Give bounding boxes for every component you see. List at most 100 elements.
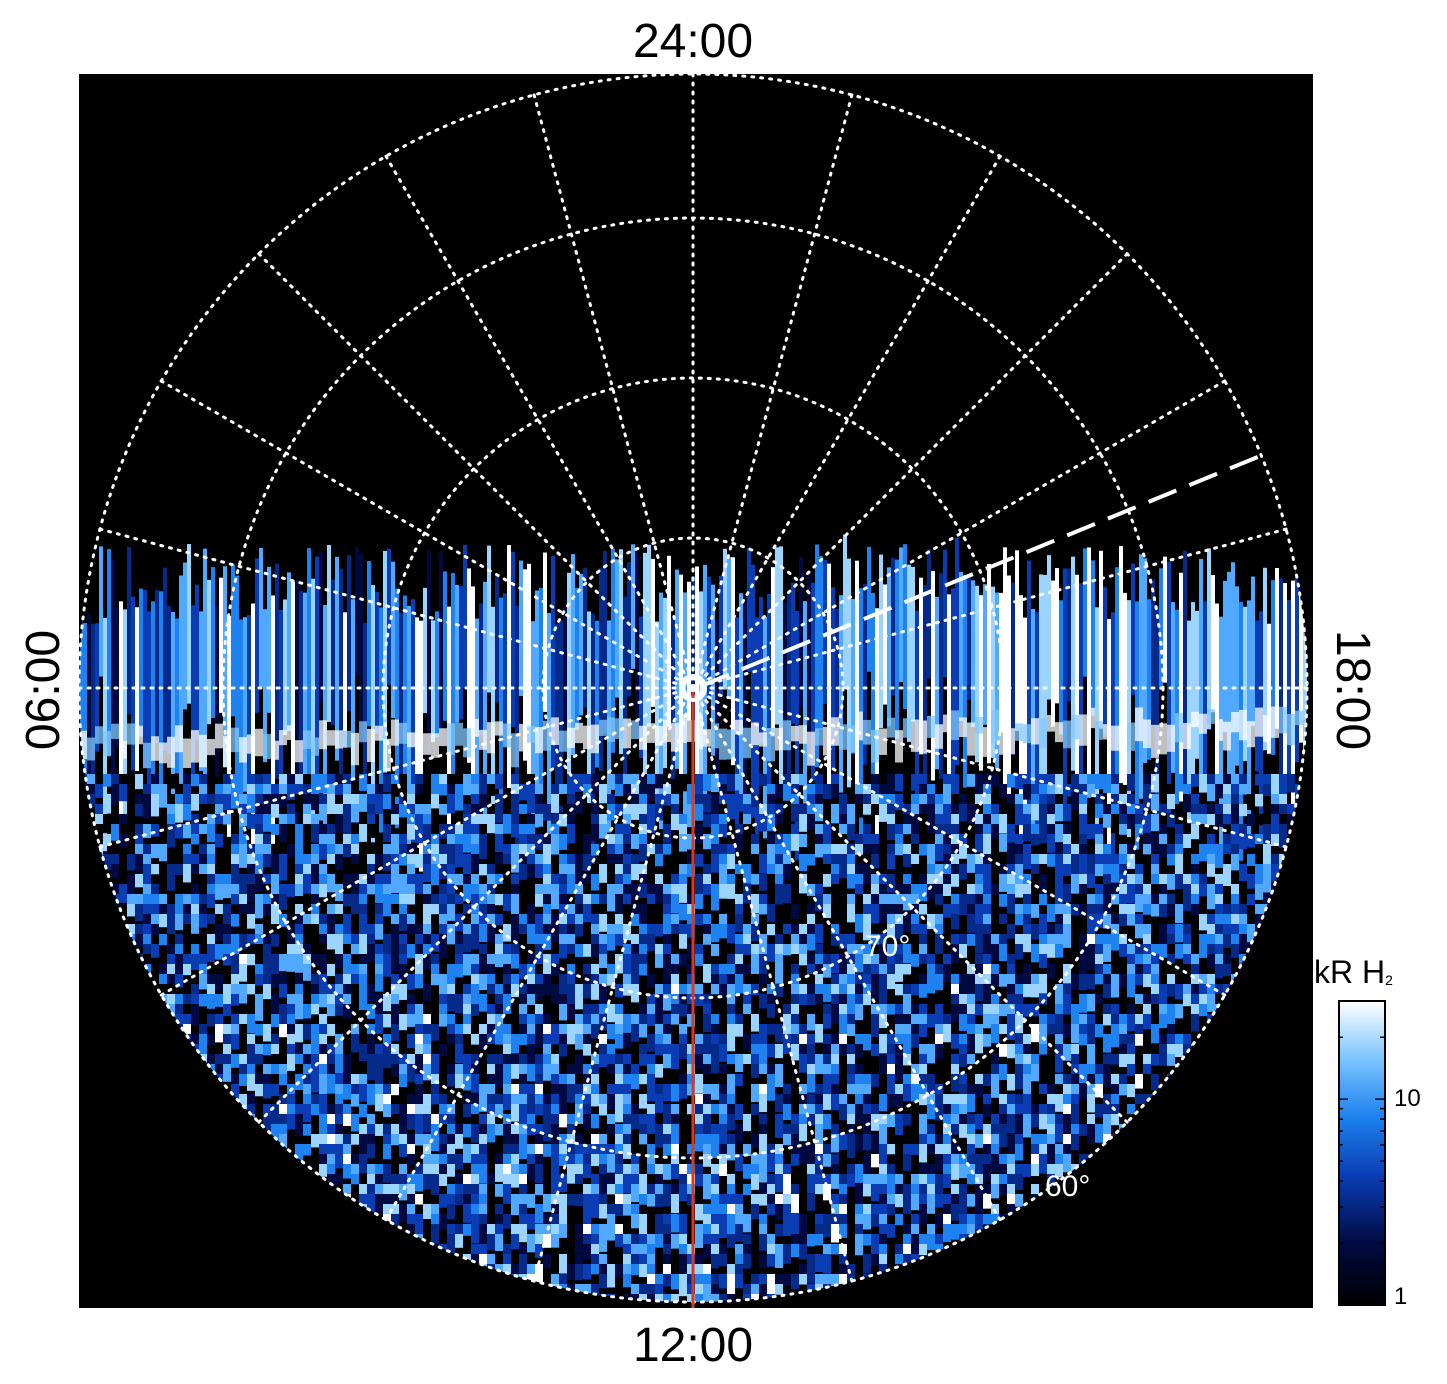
emission-pixel bbox=[1023, 1034, 1031, 1049]
emission-pixel bbox=[215, 824, 223, 838]
emission-pixel bbox=[431, 894, 439, 913]
emission-pixel bbox=[1015, 944, 1023, 960]
emission-pixel bbox=[511, 844, 519, 855]
emission-pixel bbox=[359, 934, 367, 954]
emission-pixel bbox=[879, 1064, 887, 1075]
emission-pixel bbox=[287, 1044, 295, 1063]
emission-pixel bbox=[447, 874, 455, 892]
emission-pixel bbox=[567, 914, 575, 926]
emission-pixel bbox=[807, 1114, 815, 1126]
emission-pixel bbox=[1263, 784, 1271, 797]
emission-pixel bbox=[495, 874, 503, 889]
emission-pixel bbox=[439, 1134, 447, 1151]
emission-pixel bbox=[431, 834, 439, 849]
emission-pixel bbox=[247, 884, 255, 902]
emission-pixel bbox=[775, 864, 783, 877]
emission-pixel bbox=[319, 864, 327, 884]
emission-pixel bbox=[975, 1164, 983, 1179]
emission-pixel bbox=[887, 964, 895, 975]
emission-pixel bbox=[615, 1024, 623, 1036]
emission-streak bbox=[343, 612, 347, 748]
emission-pixel bbox=[559, 904, 567, 920]
emission-pixel bbox=[887, 784, 895, 801]
emission-pixel bbox=[1223, 804, 1231, 822]
emission-pixel bbox=[807, 1094, 815, 1107]
emission-pixel bbox=[575, 1094, 583, 1107]
emission-pixel bbox=[687, 924, 695, 938]
emission-streak bbox=[1175, 609, 1179, 811]
emission-pixel bbox=[1231, 804, 1239, 822]
emission-pixel bbox=[271, 794, 279, 813]
emission-pixel bbox=[655, 1164, 663, 1177]
emission-pixel bbox=[791, 1004, 799, 1018]
emission-pixel bbox=[887, 954, 895, 967]
emission-streak bbox=[339, 568, 343, 782]
emission-pixel bbox=[527, 1044, 535, 1064]
emission-streak bbox=[771, 567, 775, 737]
emission-pixel bbox=[879, 1154, 887, 1170]
emission-pixel bbox=[1239, 834, 1247, 850]
emission-pixel bbox=[1079, 774, 1087, 793]
emission-streak bbox=[615, 559, 619, 698]
emission-pixel bbox=[1047, 804, 1055, 820]
emission-oval bbox=[591, 724, 599, 754]
emission-pixel bbox=[807, 1064, 815, 1082]
emission-pixel bbox=[159, 964, 167, 977]
emission-pixel bbox=[815, 894, 823, 912]
emission-pixel bbox=[439, 914, 447, 930]
emission-pixel bbox=[255, 954, 263, 966]
emission-pixel bbox=[607, 1174, 615, 1186]
emission-pixel bbox=[343, 894, 351, 907]
emission-pixel bbox=[255, 804, 263, 817]
emission-pixel bbox=[343, 844, 351, 858]
emission-pixel bbox=[199, 774, 207, 787]
emission-pixel bbox=[495, 1014, 503, 1026]
emission-pixel bbox=[1135, 894, 1143, 913]
emission-pixel bbox=[895, 984, 903, 996]
emission-oval bbox=[607, 717, 615, 742]
emission-pixel bbox=[999, 914, 1007, 929]
emission-pixel bbox=[1055, 894, 1063, 912]
emission-streak bbox=[643, 552, 647, 813]
emission-pixel bbox=[215, 874, 223, 893]
emission-pixel bbox=[991, 944, 999, 961]
emission-pixel bbox=[951, 854, 959, 870]
emission-pixel bbox=[607, 1074, 615, 1086]
emission-pixel bbox=[519, 1094, 527, 1110]
emission-pixel bbox=[727, 844, 735, 863]
emission-pixel bbox=[1031, 1004, 1039, 1017]
emission-pixel bbox=[991, 1144, 999, 1159]
emission-pixel bbox=[295, 954, 303, 973]
emission-pixel bbox=[767, 854, 775, 871]
emission-pixel bbox=[175, 894, 183, 905]
emission-pixel bbox=[207, 824, 215, 843]
emission-pixel bbox=[1015, 1164, 1023, 1176]
emission-pixel bbox=[823, 824, 831, 839]
emission-pixel bbox=[1015, 914, 1023, 926]
emission-pixel bbox=[407, 1154, 415, 1166]
emission-pixel bbox=[223, 1004, 231, 1017]
emission-pixel bbox=[215, 814, 223, 827]
emission-pixel bbox=[783, 1124, 791, 1136]
emission-pixel bbox=[375, 914, 383, 931]
emission-pixel bbox=[399, 914, 407, 932]
emission-pixel bbox=[911, 1174, 919, 1185]
emission-pixel bbox=[831, 1044, 839, 1064]
emission-pixel bbox=[935, 884, 943, 904]
emission-pixel bbox=[887, 974, 895, 990]
emission-pixel bbox=[511, 854, 519, 873]
emission-pixel bbox=[1039, 1114, 1047, 1130]
emission-streak bbox=[439, 552, 443, 745]
emission-pixel bbox=[1079, 1084, 1087, 1100]
emission-pixel bbox=[359, 884, 367, 898]
emission-streak bbox=[239, 619, 243, 849]
emission-pixel bbox=[1151, 874, 1159, 885]
emission-pixel bbox=[527, 974, 535, 986]
emission-pixel bbox=[1239, 804, 1247, 817]
emission-pixel bbox=[151, 864, 159, 875]
emission-pixel bbox=[951, 1054, 959, 1070]
emission-pixel bbox=[615, 844, 623, 857]
emission-pixel bbox=[679, 1034, 687, 1051]
emission-pixel bbox=[1063, 1114, 1071, 1133]
emission-oval bbox=[423, 733, 431, 755]
